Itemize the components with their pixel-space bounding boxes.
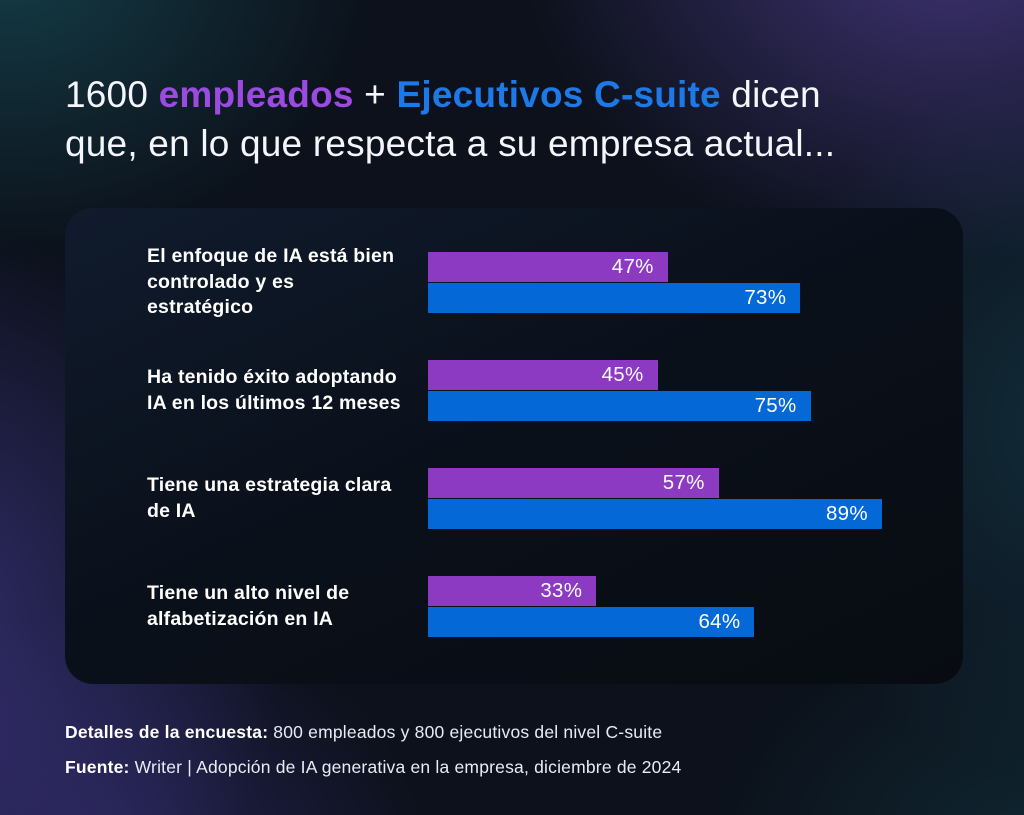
bar-value-label: 57% bbox=[662, 471, 705, 494]
bar-value-label: 64% bbox=[698, 610, 741, 633]
chart-panel: El enfoque de IA está bien controlado y … bbox=[65, 208, 963, 684]
source-label: Fuente: bbox=[65, 757, 130, 777]
bar-track: 47% 73% bbox=[428, 252, 938, 313]
bar-ejecutivos: 89% bbox=[428, 499, 882, 529]
category-label: Ha tenido éxito adoptando IA en los últi… bbox=[147, 365, 401, 414]
survey-details-text: 800 empleados y 800 ejecutivos del nivel… bbox=[268, 722, 663, 742]
source-text: Writer | Adopción de IA generativa en la… bbox=[129, 757, 682, 777]
bar-track: 33% 64% bbox=[428, 576, 938, 637]
survey-details-label: Detalles de la encuesta: bbox=[65, 722, 269, 742]
bar-value-label: 73% bbox=[744, 286, 787, 309]
bar-empleados: 33% bbox=[428, 576, 597, 606]
chart-row: Tiene un alto nivel de alfabetización en… bbox=[147, 576, 938, 637]
bar-value-label: 89% bbox=[825, 502, 868, 525]
bar-track: 45% 75% bbox=[428, 360, 938, 421]
title-count: 1600 bbox=[65, 74, 159, 115]
chart-row: Ha tenido éxito adoptando IA en los últi… bbox=[147, 360, 938, 421]
bar-value-label: 47% bbox=[611, 255, 654, 278]
bar-ejecutivos: 64% bbox=[428, 607, 755, 637]
category-label: El enfoque de IA está bien controlado y … bbox=[147, 244, 395, 319]
page-title: 1600 empleados + Ejecutivos C-suite dice… bbox=[65, 70, 965, 168]
category-label: Tiene una estrategia clara de IA bbox=[147, 473, 392, 522]
category-label: Tiene un alto nivel de alfabetización en… bbox=[147, 581, 350, 630]
source-line: Fuente: Writer | Adopción de IA generati… bbox=[65, 757, 681, 778]
survey-details: Detalles de la encuesta: 800 empleados y… bbox=[65, 722, 681, 743]
bar-empleados: 57% bbox=[428, 468, 719, 498]
bar-track: 57% 89% bbox=[428, 468, 938, 529]
footer: Detalles de la encuesta: 800 empleados y… bbox=[65, 722, 681, 792]
bar-value-label: 45% bbox=[601, 363, 644, 386]
bar-value-label: 33% bbox=[540, 579, 583, 602]
title-empleados: empleados bbox=[158, 74, 354, 115]
title-dicen: dicen bbox=[720, 74, 821, 115]
bar-empleados: 47% bbox=[428, 252, 668, 282]
title-plus: + bbox=[353, 74, 397, 115]
bar-ejecutivos: 73% bbox=[428, 283, 801, 313]
bar-ejecutivos: 75% bbox=[428, 391, 811, 421]
title-line2: que, en lo que respecta a su empresa act… bbox=[65, 123, 836, 165]
title-csuite: Ejecutivos C-suite bbox=[396, 74, 721, 115]
bar-value-label: 75% bbox=[754, 394, 797, 417]
bar-groups: El enfoque de IA está bien controlado y … bbox=[147, 245, 938, 637]
chart-row: El enfoque de IA está bien controlado y … bbox=[147, 245, 938, 318]
chart-row: Tiene una estrategia clara de IA 57% 89% bbox=[147, 468, 938, 529]
bar-empleados: 45% bbox=[428, 360, 658, 390]
